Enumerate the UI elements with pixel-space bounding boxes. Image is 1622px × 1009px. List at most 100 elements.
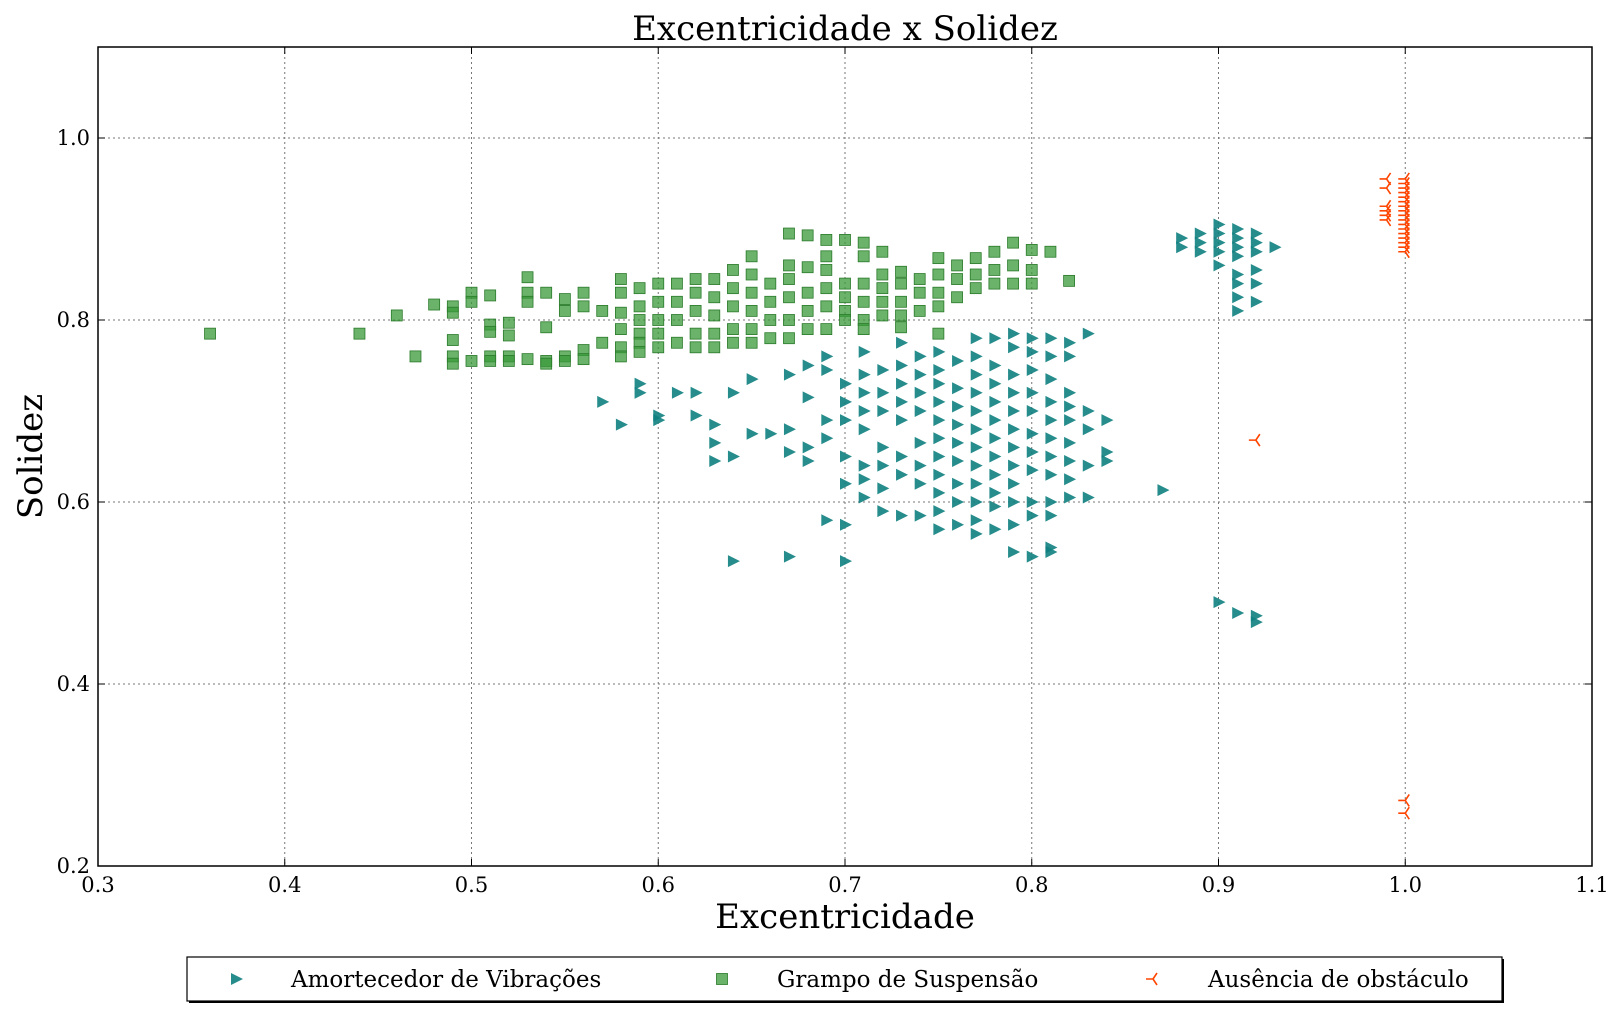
data-point: [877, 441, 890, 454]
data-point: [409, 350, 422, 363]
legend-marker: [716, 973, 728, 985]
data-point: [1101, 455, 1114, 468]
data-point: [558, 304, 571, 317]
data-point: [709, 418, 722, 431]
data-point: [840, 395, 852, 408]
data-point: [689, 273, 702, 285]
data-point: [1026, 496, 1039, 508]
data-points: [204, 172, 1410, 820]
data-point: [951, 291, 963, 304]
data-point: [1213, 227, 1226, 240]
data-point: [857, 250, 870, 263]
data-point: [952, 436, 965, 449]
data-point: [989, 450, 1002, 463]
data-point: [970, 496, 983, 508]
data-point: [1007, 236, 1019, 249]
data-point: [1157, 484, 1170, 497]
data-point: [1045, 468, 1058, 481]
data-point: [821, 350, 834, 363]
data-point: [783, 423, 796, 436]
data-point: [1025, 244, 1038, 256]
data-point: [914, 386, 927, 399]
data-point: [858, 473, 871, 486]
data-point: [914, 368, 927, 381]
data-point: [502, 329, 515, 342]
data-point: [596, 304, 609, 317]
data-point: [1045, 509, 1058, 522]
data-point: [820, 282, 833, 295]
data-point: [988, 277, 1001, 290]
data-point: [671, 386, 684, 399]
data-point: [652, 277, 665, 290]
data-point: [858, 405, 871, 417]
data-point: [951, 259, 963, 272]
data-point: [765, 427, 778, 440]
series-tri-left: [1248, 172, 1410, 820]
data-point: [1008, 496, 1021, 508]
data-point: [1213, 218, 1226, 231]
data-point: [689, 327, 702, 340]
data-point: [446, 306, 459, 319]
data-point: [840, 477, 852, 490]
data-point: [1064, 386, 1077, 399]
data-point: [952, 496, 965, 508]
data-point: [1045, 332, 1058, 345]
data-point: [1082, 327, 1095, 340]
data-point: [820, 323, 833, 336]
data-point: [1064, 350, 1077, 363]
data-point: [1026, 386, 1039, 399]
data-point: [895, 321, 907, 334]
data-point: [840, 555, 852, 568]
x-axis-label: Excentricidade: [715, 897, 975, 937]
data-point: [933, 395, 946, 408]
data-point: [1064, 414, 1077, 427]
data-point: [895, 309, 907, 322]
data-point: [502, 355, 515, 367]
chart-title: Excentricidade x Solidez: [632, 9, 1058, 49]
data-point: [634, 377, 647, 390]
data-point: [204, 327, 216, 340]
data-point: [540, 321, 553, 334]
data-point: [1045, 414, 1058, 427]
data-point: [1064, 455, 1077, 468]
data-point: [1398, 245, 1410, 259]
data-point: [521, 295, 534, 308]
data-point: [708, 309, 721, 322]
data-point: [708, 273, 721, 285]
data-point: [671, 314, 683, 326]
data-point: [840, 450, 852, 463]
data-point: [1398, 794, 1410, 807]
data-point: [671, 336, 683, 349]
data-point: [1008, 386, 1021, 399]
data-point: [933, 523, 946, 536]
data-point: [820, 234, 833, 246]
data-point: [1045, 373, 1058, 386]
data-point: [857, 277, 870, 290]
data-point: [969, 252, 982, 265]
data-point: [1398, 240, 1410, 254]
data-point: [877, 386, 890, 399]
data-point: [1008, 405, 1021, 417]
data-point: [764, 277, 777, 290]
data-point: [1176, 232, 1189, 245]
data-point: [1045, 496, 1058, 508]
data-point: [1213, 596, 1226, 609]
data-point: [1082, 423, 1095, 436]
data-point: [671, 277, 683, 290]
data-point: [933, 450, 946, 463]
data-point: [1026, 427, 1039, 440]
data-point: [558, 355, 571, 367]
data-point: [615, 418, 628, 431]
y-tick-label: 0.8: [57, 308, 90, 332]
data-point: [858, 491, 871, 504]
data-point: [877, 482, 890, 495]
data-point: [1064, 473, 1077, 486]
data-point: [1398, 806, 1410, 820]
data-point: [783, 314, 795, 326]
data-point: [783, 291, 795, 304]
data-point: [1213, 245, 1226, 258]
data-point: [895, 277, 907, 290]
data-point: [745, 304, 758, 317]
data-point: [933, 432, 946, 445]
